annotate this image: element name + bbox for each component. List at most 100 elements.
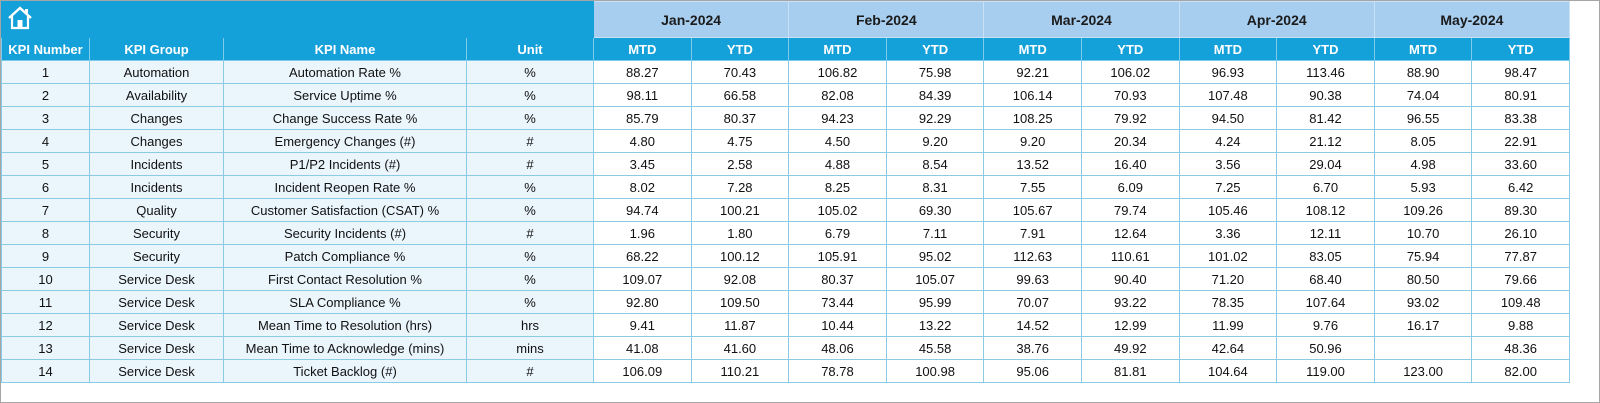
value-cell: 81.81 [1080,359,1180,383]
kpi-info-cell: P1/P2 Incidents (#) [223,152,467,176]
value-cell: 89.30 [1471,198,1570,222]
value-cell: 48.06 [788,336,887,360]
kpi-info-cell: 13 [1,336,90,360]
value-cell: 92.29 [885,106,985,130]
value-cell: 3.36 [1178,221,1278,245]
value-cell: 107.48 [1178,83,1278,107]
kpi-info-cell: 7 [1,198,90,222]
value-cell: 82.08 [788,83,887,107]
kpi-info-cell: # [466,221,594,245]
value-cell: 74.04 [1373,83,1473,107]
logo-cell [1,1,594,38]
value-cell: 80.37 [788,267,887,291]
month-header: Jan-2024 [592,1,790,38]
value-cell: 12.64 [1080,221,1180,245]
kpi-info-cell: Emergency Changes (#) [223,129,467,153]
value-cell: 88.90 [1373,60,1473,84]
value-cell: 94.74 [593,198,692,222]
kpi-info-cell: Patch Compliance % [223,244,467,268]
kpi-info-cell: Security [89,221,224,245]
value-cell: 66.58 [690,83,790,107]
kpi-info-cell: Changes [89,129,224,153]
value-cell: 16.40 [1080,152,1180,176]
sub-header: MTD [593,37,692,61]
value-cell: 4.80 [593,129,692,153]
kpi-info-cell: Availability [89,83,224,107]
sub-header: YTD [1080,37,1180,61]
value-cell: 8.05 [1373,129,1473,153]
value-cell: 83.38 [1471,106,1570,130]
value-cell: 10.70 [1373,221,1473,245]
sub-header: YTD [1471,37,1570,61]
value-cell: 94.23 [788,106,887,130]
value-cell: 7.55 [983,175,1082,199]
kpi-info-cell: Service Uptime % [223,83,467,107]
month-header: Mar-2024 [983,1,1180,38]
kpi-info-cell: 10 [1,267,90,291]
value-cell: 106.82 [788,60,887,84]
value-cell: 69.30 [885,198,985,222]
kpi-info-cell: Incidents [89,175,224,199]
value-cell: 33.60 [1471,152,1570,176]
value-cell: 88.27 [593,60,692,84]
value-cell: 6.70 [1276,175,1375,199]
kpi-info-cell: Ticket Backlog (#) [223,359,467,383]
sub-header: YTD [885,37,985,61]
value-cell: 2.58 [690,152,790,176]
value-cell: 98.47 [1471,60,1570,84]
value-cell: 22.91 [1471,129,1570,153]
value-cell: 4.50 [788,129,887,153]
home-icon[interactable] [6,5,34,31]
value-cell: 78.35 [1178,290,1278,314]
value-cell: 108.25 [983,106,1082,130]
kpi-row: 11 Service Desk SLA Compliance %% 92.80 109.… [1,290,1570,314]
value-cell: 8.54 [885,152,985,176]
value-cell: 21.12 [1276,129,1375,153]
value-cell: 7.28 [690,175,790,199]
value-cell: 105.91 [788,244,887,268]
kpi-info-cell: 2 [1,83,90,107]
value-cell: 8.25 [788,175,887,199]
kpi-info-cell: Security [89,244,224,268]
kpi-info-cell: 4 [1,129,90,153]
kpi-info-cell: Quality [89,198,224,222]
kpi-row: 1 Automation Automation Rate %% 88.27 70.43 1… [1,60,1570,84]
kpi-row: 14 Service Desk Ticket Backlog (#) #106.09 1… [1,359,1570,383]
value-cell: 75.94 [1373,244,1473,268]
value-cell: 78.78 [788,359,887,383]
value-cell: 75.98 [885,60,985,84]
value-cell: 100.21 [690,198,790,222]
kpi-table: Jan-2024 Feb-2024 Mar-2024 Apr-2024 May-2024… [1,1,1571,383]
month-header: Feb-2024 [788,1,985,38]
value-cell: 85.79 [593,106,692,130]
value-cell: 70.07 [983,290,1082,314]
kpi-info-cell: % [466,106,594,130]
value-cell: 90.40 [1080,267,1180,291]
value-cell: 106.09 [593,359,692,383]
kpi-info-cell: % [466,83,594,107]
kpi-info-cell: Service Desk [89,359,224,383]
kpi-info-cell: Customer Satisfaction (CSAT) % [223,198,467,222]
value-cell: 109.50 [690,290,790,314]
value-cell: 106.02 [1080,60,1180,84]
value-cell: 80.91 [1471,83,1570,107]
kpi-row: 2 Availability Service Uptime %% 98.11 66.58… [1,83,1570,107]
value-cell: 109.26 [1373,198,1473,222]
value-cell: 79.92 [1080,106,1180,130]
value-cell: 10.44 [788,313,887,337]
value-cell: 4.98 [1373,152,1473,176]
value-cell: 105.67 [983,198,1082,222]
kpi-row: 13 Service Desk Mean Time to Acknowledge (… [1,336,1570,360]
month-header-row: Jan-2024 Feb-2024 Mar-2024 Apr-2024 May-2024 [1,1,1571,38]
value-cell: 41.60 [690,336,790,360]
sub-header: MTD [1178,37,1278,61]
kpi-info-cell: % [466,290,594,314]
value-cell: 96.55 [1373,106,1473,130]
kpi-info-cell: Security Incidents (#) [223,221,467,245]
kpi-info-cell: % [466,60,594,84]
value-cell: 4.75 [690,129,790,153]
value-cell: 70.43 [690,60,790,84]
value-cell: 108.12 [1276,198,1375,222]
value-cell: 12.99 [1080,313,1180,337]
value-cell: 92.08 [690,267,790,291]
